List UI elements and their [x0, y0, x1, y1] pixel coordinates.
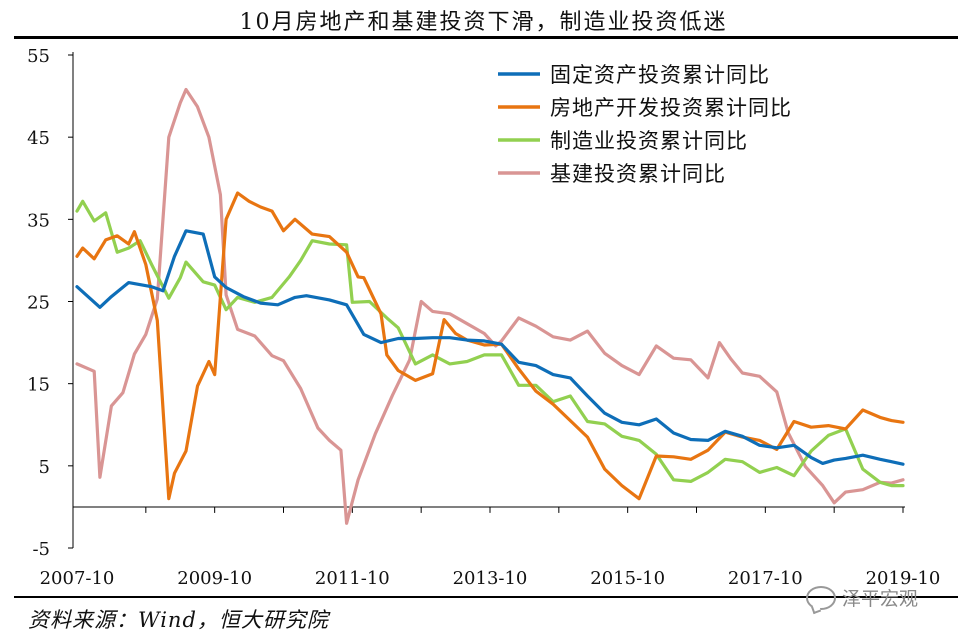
legend-label: 基建投资累计同比 [550, 162, 726, 186]
watermark-text: 泽平宏观 [842, 588, 919, 610]
y-axis-ticks: -5 5 15 25 35 45 55 [27, 46, 73, 560]
x-tick-label: 2009-10 [177, 568, 252, 589]
y-tick-label: 15 [27, 375, 50, 396]
y-tick-label: -5 [32, 539, 50, 560]
chart-title: 10月房地产和基建投资下滑，制造业投资低迷 [239, 10, 728, 35]
series-lines [75, 87, 905, 525]
x-tick-label: 2013-10 [453, 568, 528, 589]
legend-label: 固定资产投资累计同比 [550, 63, 770, 87]
watermark: 泽平宏观 [806, 584, 918, 611]
y-tick-label: 55 [27, 46, 50, 67]
source-note: 资料来源：Wind，恒大研究院 [28, 608, 329, 632]
series-line-3 [75, 199, 905, 488]
series-line-4 [75, 87, 905, 525]
series-line-2 [75, 191, 905, 501]
x-tick-label: 2011-10 [315, 568, 390, 589]
y-tick-label: 35 [27, 210, 50, 231]
y-tick-label: 25 [27, 293, 50, 314]
legend-label: 制造业投资累计同比 [550, 129, 748, 153]
y-tick-label: 5 [39, 457, 50, 478]
series-line-1 [75, 229, 905, 466]
title-rule [14, 36, 958, 39]
source-rule [14, 596, 958, 598]
x-tick-label: 2015-10 [590, 568, 665, 589]
y-tick-label: 45 [27, 128, 50, 149]
x-tick-label: 2007-10 [40, 568, 115, 589]
legend-label: 房地产开发投资累计同比 [550, 96, 792, 120]
wechat-icon [806, 585, 836, 610]
x-tick-label: 2017-10 [728, 568, 803, 589]
x-axis-ticks: 2007-10 2009-10 2011-10 2013-10 2015-10 2017-… [40, 506, 941, 589]
x-tick-label: 2019-10 [866, 568, 941, 589]
